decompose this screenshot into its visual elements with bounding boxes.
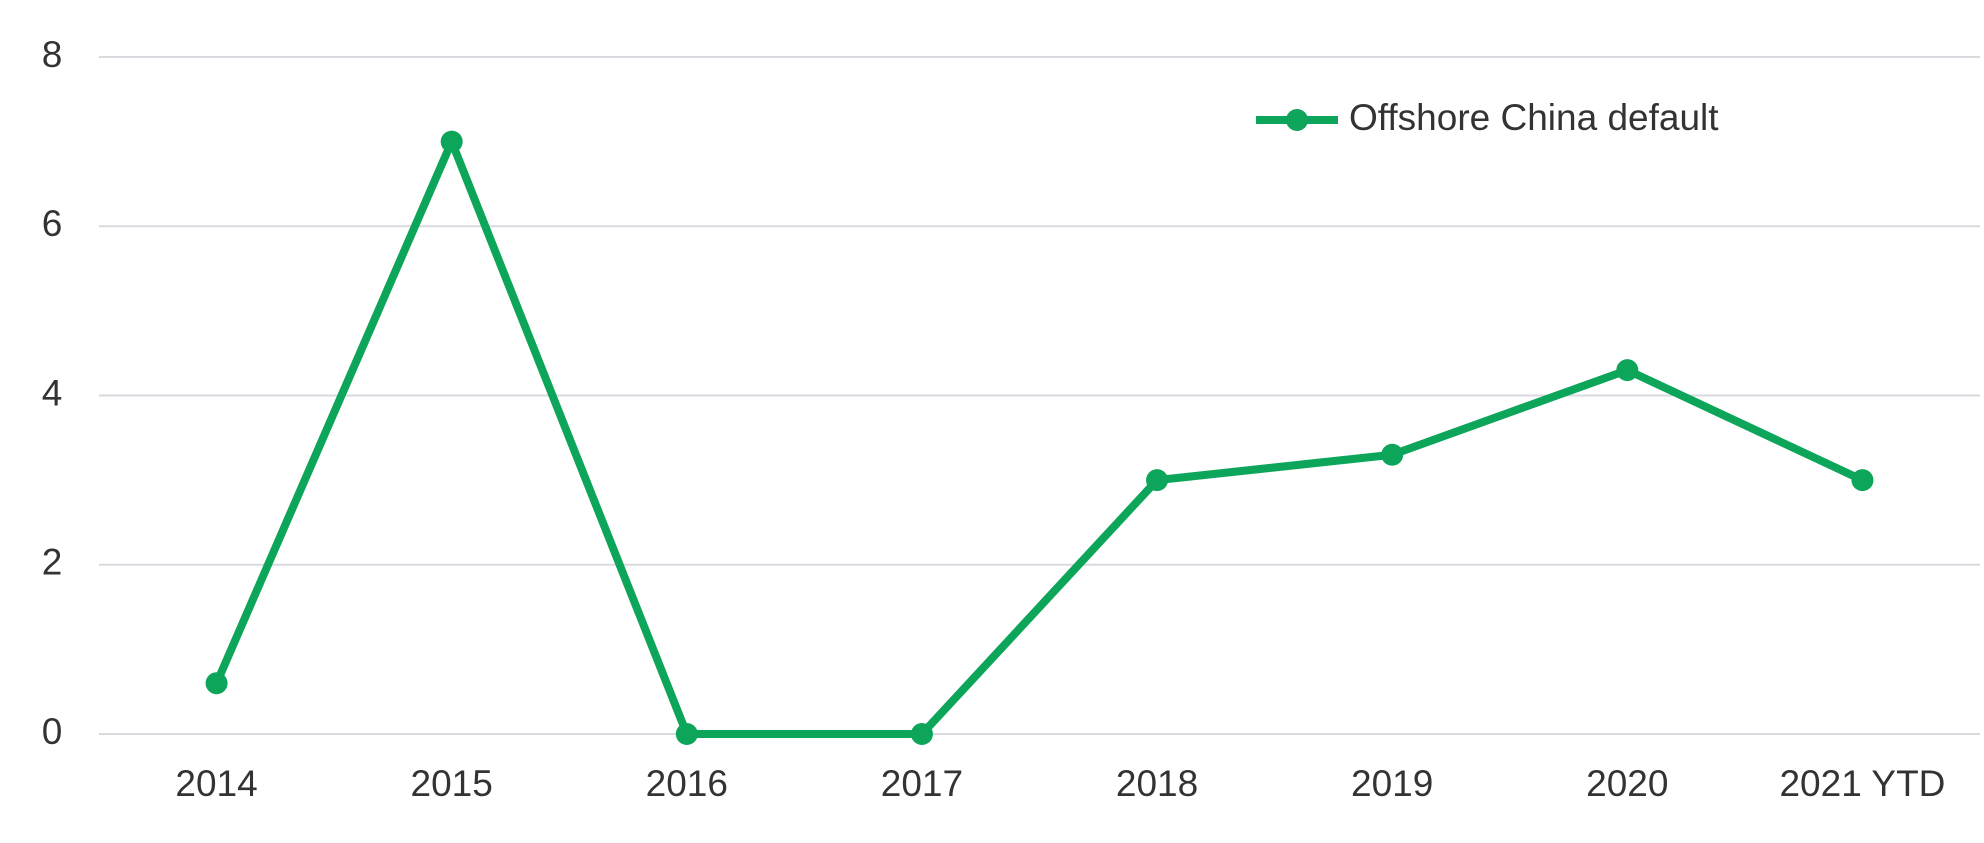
data-point xyxy=(1851,469,1874,492)
y-tick-label: 2 xyxy=(42,542,63,583)
y-tick-label: 0 xyxy=(42,711,63,752)
data-point xyxy=(205,672,228,695)
data-point xyxy=(1146,469,1169,492)
legend-label: Offshore China default xyxy=(1349,97,1719,138)
data-point xyxy=(910,723,933,745)
x-tick-label: 2020 xyxy=(1586,763,1668,804)
x-tick-label: 2019 xyxy=(1351,763,1433,804)
data-point xyxy=(1616,359,1639,382)
data-point xyxy=(675,723,698,745)
y-tick-label: 4 xyxy=(42,372,63,413)
x-tick-label: 2018 xyxy=(1116,763,1198,804)
series-line xyxy=(212,137,1865,738)
y-tick-label: 6 xyxy=(42,203,63,244)
data-point xyxy=(440,130,463,153)
x-tick-label: 2021 YTD xyxy=(1779,763,1945,804)
x-tick-label: 2014 xyxy=(175,763,257,804)
data-point xyxy=(1381,443,1404,466)
x-tick-label: 2015 xyxy=(411,763,493,804)
legend-marker xyxy=(1286,109,1308,131)
y-tick-label: 8 xyxy=(42,34,63,75)
x-tick-label: 2017 xyxy=(881,763,963,804)
x-tick-label: 2016 xyxy=(646,763,728,804)
